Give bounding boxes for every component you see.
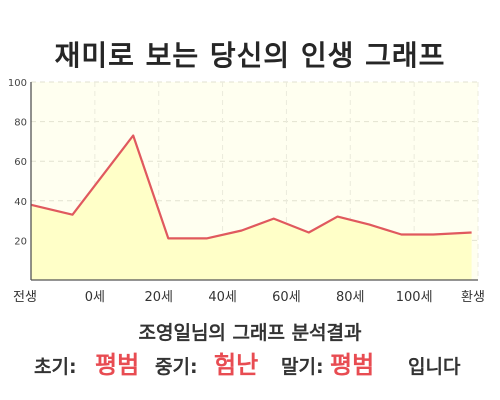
x-tick-label: 100세 <box>396 290 433 305</box>
x-tick-label: 20세 <box>144 290 173 305</box>
life-area-series <box>30 134 472 280</box>
late-label: 말기: <box>281 356 324 378</box>
y-tick-label: 80 <box>14 118 27 129</box>
x-tick-label: 60세 <box>272 290 301 305</box>
page-title: 재미로 보는 당신의 인생 그래프 <box>54 39 446 72</box>
life-graph-chart: 20 40 60 80 100 전생 0세 20세 40세 60세 80세 100세 환생 <box>8 78 485 305</box>
x-tick-label: 80세 <box>336 290 365 305</box>
analysis-subtitle: 조영일님의 그래프 분석결과 <box>138 322 362 344</box>
late-value: 평범 <box>330 351 375 379</box>
series-line <box>30 134 472 240</box>
x-tick-label: 40세 <box>208 290 237 305</box>
closing-text: 입니다 <box>408 356 461 378</box>
early-label: 초기: <box>34 356 77 378</box>
analysis-summary: 초기: 평범 중기: 험난 말기: 평범 입니다 <box>0 343 500 383</box>
y-tick-label: 100 <box>8 78 27 89</box>
early-value: 평범 <box>95 351 140 379</box>
x-tick-label: 전생 <box>13 290 37 305</box>
x-tick-label: 환생 <box>461 290 485 305</box>
mid-label: 중기: <box>155 356 198 378</box>
y-tick-label: 60 <box>14 157 27 168</box>
y-tick-labels: 20 40 60 80 100 <box>8 78 27 247</box>
y-tick-label: 40 <box>14 197 27 208</box>
x-tick-label: 0세 <box>85 290 105 305</box>
x-tick-labels: 전생 0세 20세 40세 60세 80세 100세 환생 <box>13 290 485 305</box>
axes <box>30 82 478 281</box>
y-tick-label: 20 <box>14 236 27 247</box>
series-area-fill <box>31 135 472 280</box>
mid-value: 험난 <box>214 351 259 379</box>
